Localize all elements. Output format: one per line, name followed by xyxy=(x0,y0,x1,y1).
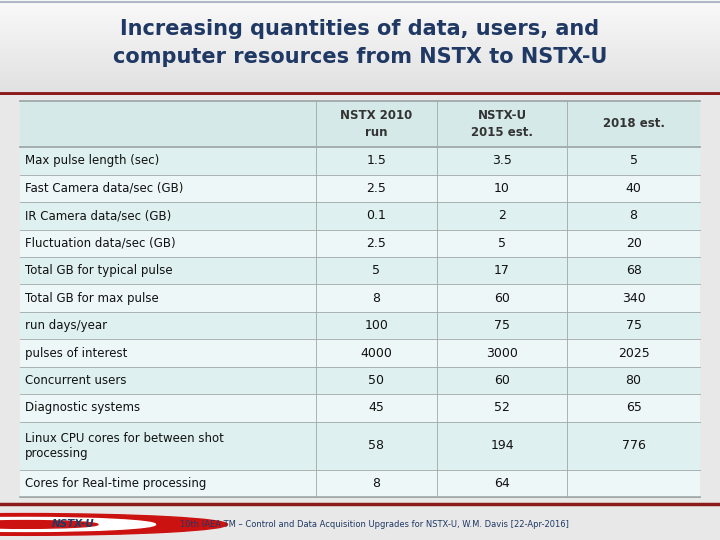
Text: 45: 45 xyxy=(369,401,384,414)
Text: 58: 58 xyxy=(369,439,384,452)
Text: IR Camera data/sec (GB): IR Camera data/sec (GB) xyxy=(25,210,171,222)
Text: Max pulse length (sec): Max pulse length (sec) xyxy=(25,154,159,167)
Text: pulses of interest: pulses of interest xyxy=(25,347,127,360)
Text: 2025: 2025 xyxy=(618,347,649,360)
Text: 52: 52 xyxy=(494,401,510,414)
Text: 10: 10 xyxy=(494,182,510,195)
Text: 75: 75 xyxy=(494,319,510,332)
Text: 100: 100 xyxy=(364,319,388,332)
Text: 2: 2 xyxy=(498,210,506,222)
Text: Linux CPU cores for between shot
processing: Linux CPU cores for between shot process… xyxy=(25,431,224,460)
Text: 8: 8 xyxy=(372,477,380,490)
Circle shape xyxy=(0,517,156,531)
Text: Fast Camera data/sec (GB): Fast Camera data/sec (GB) xyxy=(25,182,184,195)
Text: Diagnostic systems: Diagnostic systems xyxy=(25,401,140,414)
Text: 4000: 4000 xyxy=(361,347,392,360)
Text: 20: 20 xyxy=(626,237,642,250)
Text: Total GB for typical pulse: Total GB for typical pulse xyxy=(25,264,173,277)
Text: run days/year: run days/year xyxy=(25,319,107,332)
Bar xyxy=(20,174,700,202)
Text: Increasing quantities of data, users, and
computer resources from NSTX to NSTX-U: Increasing quantities of data, users, an… xyxy=(113,18,607,66)
Text: 65: 65 xyxy=(626,401,642,414)
Text: 3.5: 3.5 xyxy=(492,154,512,167)
Text: 8: 8 xyxy=(629,210,638,222)
Text: Cores for Real-time processing: Cores for Real-time processing xyxy=(25,477,207,490)
Text: Fluctuation data/sec (GB): Fluctuation data/sec (GB) xyxy=(25,237,176,250)
Circle shape xyxy=(0,514,228,535)
Text: 2.5: 2.5 xyxy=(366,182,386,195)
Bar xyxy=(20,230,700,257)
Circle shape xyxy=(0,521,98,528)
Text: 60: 60 xyxy=(494,374,510,387)
Text: 2018 est.: 2018 est. xyxy=(603,117,665,131)
Text: 0.1: 0.1 xyxy=(366,210,386,222)
Text: 75: 75 xyxy=(626,319,642,332)
Bar xyxy=(20,422,700,470)
Text: Concurrent users: Concurrent users xyxy=(25,374,127,387)
Bar xyxy=(20,285,700,312)
Text: 2.5: 2.5 xyxy=(366,237,386,250)
Text: NSTX 2010
run: NSTX 2010 run xyxy=(340,109,413,139)
Bar xyxy=(20,257,700,285)
Text: 50: 50 xyxy=(369,374,384,387)
Bar xyxy=(20,339,700,367)
Bar xyxy=(20,100,700,147)
Text: 80: 80 xyxy=(626,374,642,387)
Text: 40: 40 xyxy=(626,182,642,195)
Text: 68: 68 xyxy=(626,264,642,277)
Text: 60: 60 xyxy=(494,292,510,305)
Text: 64: 64 xyxy=(494,477,510,490)
Text: 5: 5 xyxy=(372,264,380,277)
Bar xyxy=(20,394,700,422)
Text: 10th IAEA TM – Control and Data Acquisition Upgrades for NSTX-U, W.M. Davis [22-: 10th IAEA TM – Control and Data Acquisit… xyxy=(180,520,569,529)
Bar xyxy=(20,367,700,394)
Bar xyxy=(20,470,700,497)
Bar xyxy=(20,202,700,230)
Text: NSTX-U: NSTX-U xyxy=(52,519,94,529)
Text: 5: 5 xyxy=(629,154,638,167)
Text: 1.5: 1.5 xyxy=(366,154,386,167)
Text: 17: 17 xyxy=(494,264,510,277)
Bar xyxy=(20,147,700,174)
Bar xyxy=(20,312,700,339)
Text: 776: 776 xyxy=(621,439,646,452)
Text: NSTX-U
2015 est.: NSTX-U 2015 est. xyxy=(471,109,533,139)
Text: 5: 5 xyxy=(498,237,506,250)
Text: 340: 340 xyxy=(621,292,645,305)
Text: Total GB for max pulse: Total GB for max pulse xyxy=(25,292,159,305)
Text: 194: 194 xyxy=(490,439,514,452)
Text: 3000: 3000 xyxy=(486,347,518,360)
Text: 8: 8 xyxy=(372,292,380,305)
